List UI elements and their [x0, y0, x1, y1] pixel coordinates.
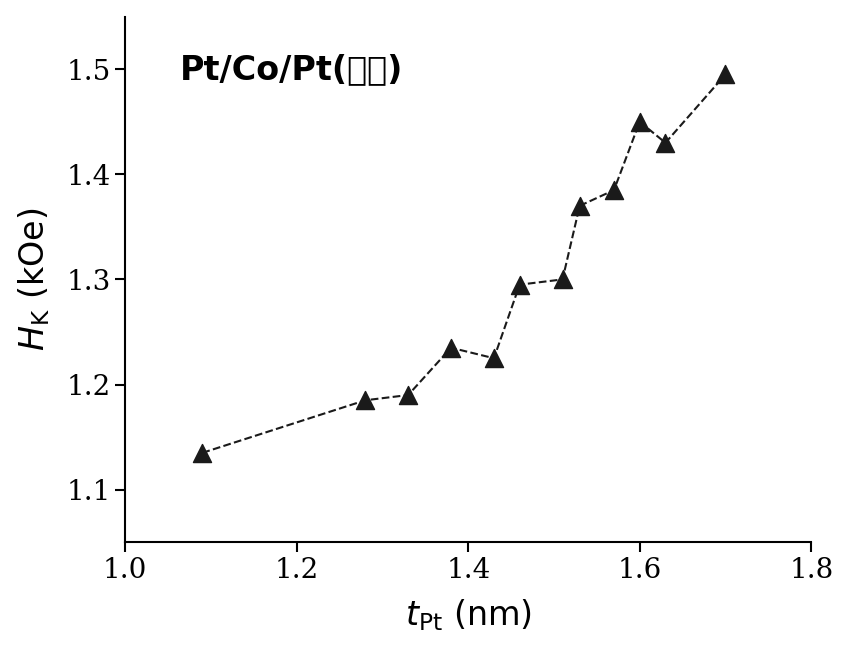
Point	[196, 448, 209, 458]
Point	[659, 138, 672, 148]
Point	[513, 280, 526, 290]
Point	[401, 390, 415, 400]
Point	[573, 201, 586, 211]
Y-axis label: $H_{\mathrm{K}}\ \mathrm{(kOe)}$: $H_{\mathrm{K}}\ \mathrm{(kOe)}$	[17, 207, 53, 351]
Point	[487, 353, 501, 363]
Point	[718, 70, 732, 80]
Point	[445, 343, 458, 353]
Point	[607, 185, 620, 195]
Point	[633, 116, 647, 127]
X-axis label: $t_{\mathrm{Pt}}\ \mathrm{(nm)}$: $t_{\mathrm{Pt}}\ \mathrm{(nm)}$	[405, 597, 532, 633]
Point	[556, 274, 570, 285]
Point	[359, 395, 372, 406]
Text: Pt/Co/Pt(楷形): Pt/Co/Pt(楷形)	[180, 53, 404, 86]
